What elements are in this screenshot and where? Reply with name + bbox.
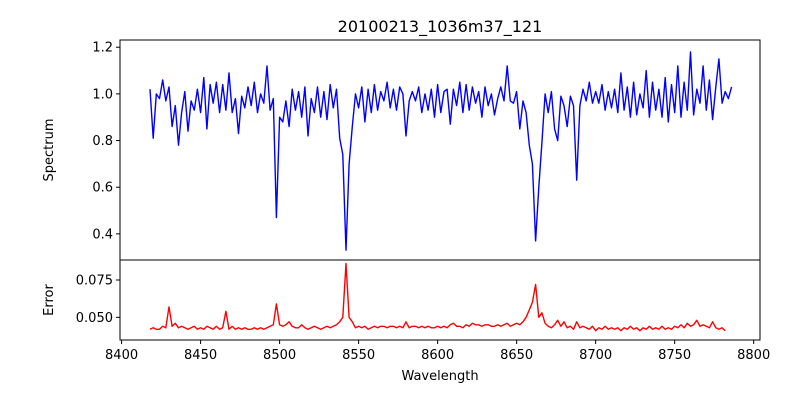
- y-tick-label: 1.2: [92, 41, 113, 56]
- error-panel: 0.050 0.075 8400 8450 8500 8550 8600 8650 8700 87…: [76, 259, 770, 363]
- axes-frame: [119, 39, 761, 261]
- x-tick-label: 8700: [579, 348, 612, 363]
- y-tick-label: 0.4: [92, 227, 113, 242]
- chart-title: 20100213_1036m37_121: [338, 17, 543, 37]
- error-y-label: Error: [42, 284, 57, 316]
- x-tick-label: 8750: [658, 348, 691, 363]
- x-tick-label: 8600: [421, 348, 454, 363]
- x-tick-label: 8550: [342, 348, 375, 363]
- y-tick-label: 1.0: [92, 87, 113, 102]
- x-tick-label: 8650: [500, 348, 533, 363]
- axes-frame: [119, 259, 761, 341]
- x-tick-label: 8400: [105, 348, 138, 363]
- spectrum-y-label: Spectrum: [42, 119, 57, 182]
- y-tick-label: 0.6: [92, 181, 113, 196]
- x-tick-label: 8800: [737, 348, 770, 363]
- y-tick-label: 0.075: [76, 274, 113, 289]
- spectrum-panel: 0.4 0.6 0.8 1.0 1.2: [92, 39, 761, 261]
- x-tick-label: 8500: [263, 348, 296, 363]
- error-line: [149, 262, 726, 332]
- x-axis-label: Wavelength: [401, 369, 478, 384]
- y-tick-label: 0.8: [92, 134, 113, 149]
- x-tick-label: 8450: [184, 348, 217, 363]
- y-tick-label: 0.050: [76, 311, 113, 326]
- spectrum-line: [149, 51, 733, 251]
